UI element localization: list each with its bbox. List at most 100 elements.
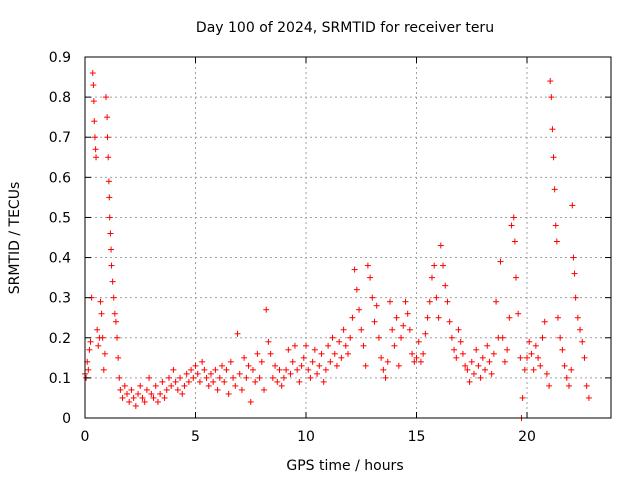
data-point [91, 134, 98, 141]
x-tick-label: 0 [81, 429, 90, 445]
data-point [532, 342, 539, 349]
data-point [168, 382, 175, 389]
plot-frame [84, 56, 612, 419]
data-point [214, 386, 221, 393]
data-point [543, 370, 550, 377]
data-point [291, 342, 298, 349]
data-point [106, 214, 113, 221]
data-point [210, 378, 217, 385]
data-point [371, 318, 378, 325]
data-point [109, 278, 116, 285]
data-point [466, 378, 473, 385]
data-point [345, 350, 351, 357]
data-point [420, 350, 427, 357]
data-point [289, 358, 296, 365]
data-point [132, 402, 139, 409]
data-point [256, 374, 263, 381]
data-point [90, 82, 97, 89]
data-point [146, 374, 153, 381]
data-point [579, 338, 586, 345]
data-point [553, 238, 560, 245]
data-point [249, 366, 256, 373]
data-point [185, 378, 192, 385]
data-point [223, 366, 230, 373]
data-point [303, 342, 310, 349]
data-point [309, 358, 316, 365]
data-point [126, 398, 133, 405]
data-point [90, 98, 97, 105]
data-point [521, 366, 528, 373]
y-tick-label: 0.2 [49, 331, 71, 347]
data-point [338, 354, 345, 361]
data-point [285, 346, 292, 353]
data-point [360, 342, 367, 349]
data-point [159, 378, 166, 385]
data-point [111, 310, 118, 317]
x-tick-label: 5 [191, 429, 200, 445]
data-point [462, 362, 469, 369]
data-point [165, 374, 172, 381]
data-point [517, 354, 524, 361]
data-point [400, 322, 407, 329]
data-point [114, 334, 121, 341]
data-point [373, 302, 380, 309]
data-point [212, 366, 219, 373]
data-point [300, 354, 307, 361]
data-point [431, 262, 438, 269]
data-point [353, 286, 360, 293]
data-point [110, 294, 117, 301]
data-point [398, 334, 405, 341]
data-point [448, 334, 455, 341]
data-point [221, 378, 228, 385]
data-point [395, 362, 402, 369]
y-tick-label: 0.3 [49, 291, 71, 307]
data-point [190, 374, 197, 381]
data-point [367, 274, 374, 281]
data-point [280, 374, 287, 381]
data-point [424, 314, 431, 321]
data-point [325, 342, 332, 349]
data-point [154, 398, 161, 405]
data-point [203, 374, 210, 381]
data-point [551, 186, 558, 193]
data-point [119, 394, 126, 401]
data-point [305, 366, 312, 373]
data-point [97, 298, 104, 305]
data-point [157, 390, 164, 397]
data-point [504, 346, 511, 353]
data-point [574, 314, 581, 321]
data-point [477, 374, 484, 381]
data-point [384, 358, 391, 365]
data-point [135, 390, 142, 397]
data-point [548, 94, 555, 101]
data-point [137, 382, 144, 389]
data-point [417, 358, 424, 365]
data-point [179, 390, 186, 397]
data-point [493, 298, 500, 305]
data-point [351, 266, 358, 273]
data-point [121, 382, 128, 389]
data-point [539, 334, 546, 341]
data-point [243, 374, 250, 381]
data-point [511, 238, 518, 245]
data-point [269, 374, 276, 381]
data-point [148, 390, 155, 397]
data-point [316, 362, 323, 369]
data-point [152, 382, 159, 389]
data-point [105, 154, 112, 161]
data-point [506, 314, 513, 321]
data-point [108, 246, 115, 253]
data-point [87, 338, 94, 345]
grid [85, 57, 611, 418]
data-point [570, 254, 577, 261]
axis-ticks [84, 56, 611, 419]
data-point [89, 70, 96, 77]
data-point [85, 366, 92, 373]
data-point [205, 382, 212, 389]
data-point [484, 342, 491, 349]
data-point [404, 310, 411, 317]
data-point [444, 298, 451, 305]
data-point [99, 334, 106, 341]
data-point [234, 330, 241, 337]
data-point [236, 370, 243, 377]
